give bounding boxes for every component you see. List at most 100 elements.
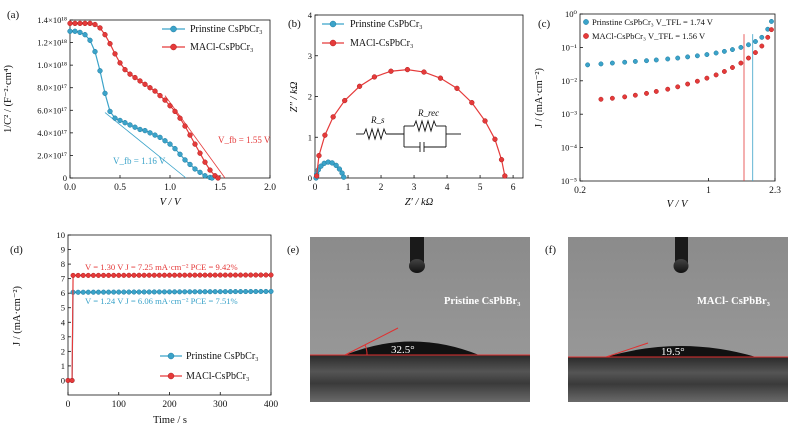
data-point [187, 289, 193, 295]
photo-e-needle [410, 237, 424, 265]
legend-a-item-0: Prinstine CsPbCr₃ [190, 24, 263, 35]
data-point [152, 132, 158, 138]
legend-a: Prinstine CsPbCr₃ MACl-CsPbCr₃ [162, 24, 263, 53]
annotation-a-0: V_fb = 1.16 V [113, 156, 166, 166]
panel-f-contact-angle-photo: (f) 19.5° MACl- CsPbBr₃ [545, 237, 788, 402]
data-point [759, 34, 765, 40]
data-point [769, 27, 774, 33]
photo-e-sample: Pristine CsPbBr₃ [444, 296, 520, 307]
data-point [192, 166, 198, 172]
x-tick-label: 1.0 [164, 183, 176, 193]
data-point [330, 114, 336, 120]
data-point [122, 67, 128, 73]
data-point [653, 88, 659, 94]
data-point [713, 50, 719, 56]
data-point [167, 103, 173, 109]
data-point [177, 151, 183, 157]
data-point [202, 289, 208, 295]
vlines-c [743, 34, 754, 181]
data-point [238, 289, 244, 295]
data-point [151, 272, 157, 278]
data-point [162, 138, 168, 144]
y-tick-label: 0 [61, 375, 65, 385]
data-point [141, 289, 147, 295]
legend-c: Prinstine CsPbCr₃ V_TFL = 1.74 V MACl-Cs… [583, 17, 714, 41]
data-point [182, 123, 188, 129]
data-point [598, 96, 604, 102]
data-point [263, 288, 269, 295]
ylabel-d: J / (mA·cm⁻²) [12, 285, 23, 346]
data-point [187, 161, 193, 168]
data-point [131, 272, 137, 278]
data-point [222, 289, 228, 295]
data-point [227, 272, 233, 278]
data-point [172, 108, 178, 115]
data-point [704, 52, 710, 58]
data-point [117, 60, 123, 66]
y-tick-label: 8.0×10¹⁷ [37, 83, 67, 93]
data-point [622, 59, 628, 65]
data-point [232, 289, 239, 295]
data-point [182, 157, 188, 163]
data-point [685, 54, 691, 60]
data-point [632, 58, 638, 64]
panel-label-f: (f) [545, 244, 556, 256]
y-tick-label: 2 [308, 92, 312, 102]
data-point [192, 272, 198, 278]
data-point [502, 173, 508, 179]
legend-c-item-1: MACl-CsPbCr₃ V_TFL = 1.56 V [592, 31, 706, 41]
data-point [107, 108, 113, 115]
data-point [111, 272, 117, 278]
data-point [609, 95, 615, 101]
data-point [653, 57, 659, 63]
y-tick-label: 10⁰ [565, 9, 578, 19]
data-point [482, 118, 488, 124]
panel-label-d: (d) [10, 244, 23, 256]
data-point [146, 272, 152, 278]
fit-line-1 [164, 95, 226, 179]
y-tick-label: 7 [61, 274, 66, 284]
data-point [746, 42, 751, 48]
y-tick-label: 10⁻⁵ [561, 176, 577, 186]
series-a [67, 20, 221, 181]
photo-e-pendant-drop [409, 259, 425, 273]
data-point [644, 58, 649, 64]
data-point [187, 132, 193, 138]
y-tick-label: 3 [61, 332, 65, 342]
legend-a-item-1: MACl-CsPbCr₃ [190, 42, 254, 53]
data-point [82, 32, 88, 38]
x-tick-label: 3 [412, 183, 417, 193]
data-point [151, 289, 157, 295]
data-point [172, 146, 178, 152]
y-tick-label: 0 [308, 173, 312, 183]
legend-b: Prinstine CsPbCr₃ MACl-CsPbCr₃ [322, 19, 423, 49]
data-point [316, 152, 322, 159]
data-point [212, 272, 218, 278]
data-point [92, 21, 98, 28]
data-point [212, 289, 218, 295]
data-point [152, 88, 158, 94]
data-point [609, 60, 615, 66]
x-tick-label: 2.0 [264, 183, 276, 193]
data-point [95, 289, 101, 295]
data-point [167, 141, 173, 147]
data-point [137, 78, 143, 84]
data-point [97, 25, 103, 31]
y-tick-label: 10⁻¹ [561, 42, 577, 52]
data-point [87, 37, 93, 43]
data-point [197, 289, 203, 295]
data-point [207, 289, 213, 295]
y-tick-label: 10⁻² [561, 76, 577, 86]
data-point [759, 43, 765, 49]
x-tick-label: 400 [264, 400, 279, 410]
data-point [232, 272, 239, 278]
data-point [100, 289, 107, 295]
data-point [72, 28, 78, 34]
x-tick-label: 1 [706, 186, 711, 196]
data-point [192, 141, 198, 147]
x-tick-label: 5 [478, 183, 483, 193]
x-tick-label: 6 [511, 183, 516, 193]
photo-e-tangent [344, 327, 399, 356]
photo-f-angle: 19.5° [661, 346, 685, 358]
data-point [100, 272, 107, 278]
